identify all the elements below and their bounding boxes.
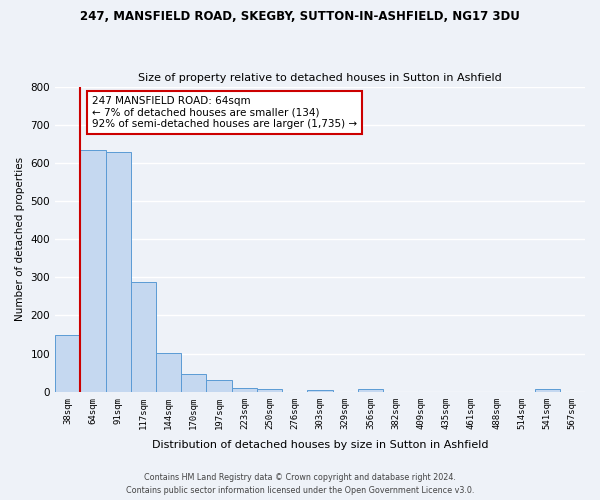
Bar xyxy=(156,353,181,392)
Title: Size of property relative to detached houses in Sutton in Ashfield: Size of property relative to detached ho… xyxy=(138,73,502,83)
Text: 247, MANSFIELD ROAD, SKEGBY, SUTTON-IN-ASHFIELD, NG17 3DU: 247, MANSFIELD ROAD, SKEGBY, SUTTON-IN-A… xyxy=(80,10,520,23)
Bar xyxy=(206,380,232,392)
X-axis label: Distribution of detached houses by size in Sutton in Ashfield: Distribution of detached houses by size … xyxy=(152,440,488,450)
Bar xyxy=(257,388,282,392)
Bar xyxy=(80,150,106,392)
Bar xyxy=(307,390,332,392)
Bar xyxy=(181,374,206,392)
Y-axis label: Number of detached properties: Number of detached properties xyxy=(15,157,25,321)
Bar xyxy=(106,152,131,392)
Bar xyxy=(535,389,560,392)
Bar xyxy=(55,336,80,392)
Text: Contains HM Land Registry data © Crown copyright and database right 2024.
Contai: Contains HM Land Registry data © Crown c… xyxy=(126,474,474,495)
Bar xyxy=(131,282,156,392)
Bar xyxy=(358,390,383,392)
Bar xyxy=(232,388,257,392)
Text: 247 MANSFIELD ROAD: 64sqm
← 7% of detached houses are smaller (134)
92% of semi-: 247 MANSFIELD ROAD: 64sqm ← 7% of detach… xyxy=(92,96,357,129)
